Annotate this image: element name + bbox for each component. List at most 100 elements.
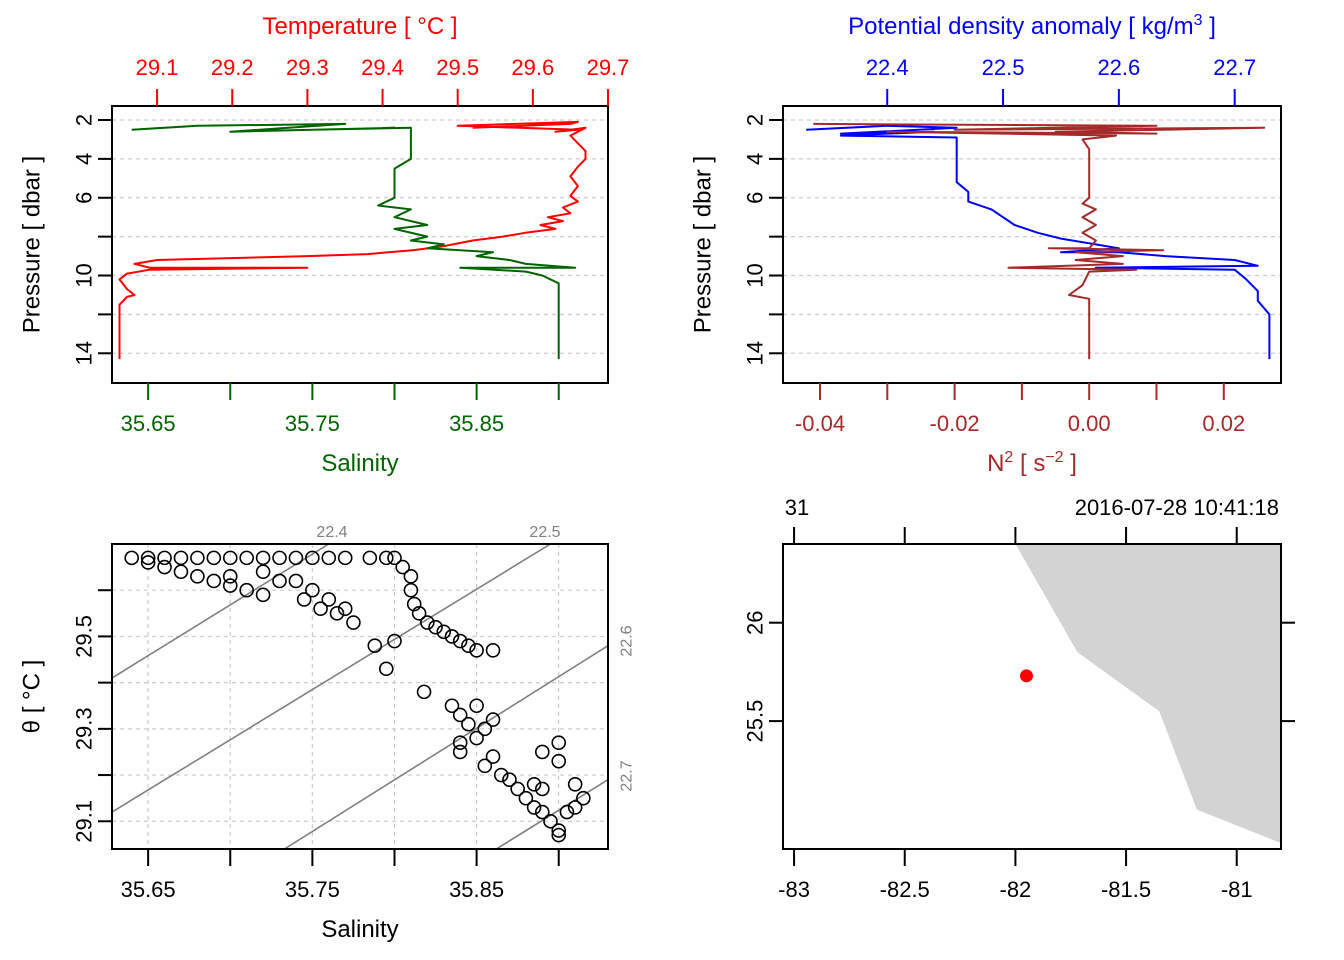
- data-point: [337, 550, 353, 566]
- data-point: [288, 550, 304, 566]
- data-point: [367, 638, 383, 653]
- x-tick-label: 35.75: [285, 411, 340, 436]
- data-point: [272, 550, 287, 566]
- data-point: [493, 767, 509, 783]
- y-axis-label: θ [ °C ]: [19, 660, 46, 734]
- y-tick-label: 6: [743, 192, 768, 204]
- data-point: [535, 781, 550, 797]
- data-point: [420, 615, 435, 630]
- y-tick-label: 29.3: [72, 707, 97, 750]
- station-number: 31: [785, 495, 809, 520]
- label-end: ]: [1203, 13, 1216, 40]
- isopycnal-label: 22.6: [619, 625, 636, 656]
- top-tick-label: 22.6: [1097, 55, 1140, 80]
- data-point: [239, 582, 254, 598]
- label-mid: [ s: [1013, 450, 1045, 477]
- y-tick-label: 29.5: [72, 615, 97, 658]
- x-tick-label: -81: [1221, 877, 1253, 902]
- data-point: [346, 615, 361, 630]
- isopycnal-line: [112, 544, 330, 679]
- data-point: [576, 790, 591, 806]
- data-point: [469, 642, 484, 658]
- top-tick-label: 29.6: [511, 55, 554, 80]
- top-tick-label: 29.1: [136, 55, 179, 80]
- x-tick-label: 35.85: [449, 877, 504, 902]
- top-tick-label: 29.5: [436, 55, 479, 80]
- isopycnal-line: [112, 544, 551, 813]
- data-point: [288, 573, 304, 589]
- x-tick-label: -82.5: [880, 877, 930, 902]
- data-point: [296, 592, 312, 607]
- data-point: [255, 550, 271, 566]
- isopycnal-line: [284, 644, 608, 849]
- data-point: [406, 596, 422, 612]
- top-tick-label: 29.7: [587, 55, 630, 80]
- data-point: [403, 569, 419, 584]
- x-tick-label: -0.04: [795, 411, 845, 436]
- panel-profile_TS: 2 4 6 10 14 29.1 29.2 29.3 29.4 29.5 29.6 29.7 35.65…: [19, 13, 630, 477]
- series-temperature: [118, 120, 587, 360]
- data-point: [567, 800, 583, 815]
- data-point: [124, 550, 140, 566]
- data-point: [387, 633, 402, 649]
- top-tick-label: 29.3: [286, 55, 329, 80]
- data-point: [321, 592, 337, 607]
- data-point: [485, 712, 501, 727]
- superscript: 2: [1004, 449, 1013, 466]
- plot-frame: [111, 105, 609, 384]
- top-tick-label: 29.4: [361, 55, 404, 80]
- top-axis-label: Potential density anomaly [ kg/m3 ]: [848, 12, 1216, 40]
- y-tick-label: 2: [743, 114, 768, 126]
- data-point: [329, 606, 345, 621]
- data-point: [551, 735, 567, 751]
- data-point: [452, 707, 468, 723]
- data-point: [477, 758, 493, 774]
- data-point: [206, 550, 222, 566]
- data-point: [551, 823, 567, 838]
- data-point: [206, 573, 222, 589]
- plot-frame: [782, 105, 1282, 384]
- data-point: [140, 550, 156, 566]
- data-point: [255, 564, 271, 580]
- station-datetime: 2016-07-28 10:41:18: [1075, 495, 1279, 520]
- data-point: [255, 587, 271, 603]
- y-tick-label: 4: [72, 153, 97, 165]
- scatter-points: [124, 550, 591, 843]
- data-point: [485, 749, 501, 764]
- data-point: [378, 661, 394, 677]
- top-tick-label: 29.2: [211, 55, 254, 80]
- data-point: [444, 698, 460, 714]
- x-tick-label: -83: [778, 877, 810, 902]
- bottom-axis-label: N2 [ s−2 ]: [987, 449, 1077, 477]
- isopycnals: [112, 544, 608, 849]
- x-tick-label: 0.00: [1068, 411, 1111, 436]
- data-point: [543, 813, 558, 829]
- top-tick-label: 22.5: [982, 55, 1025, 80]
- x-tick-label: 35.65: [121, 877, 176, 902]
- data-point: [140, 555, 156, 570]
- station-marker: [1019, 669, 1033, 683]
- top-tick-label: 22.7: [1213, 55, 1256, 80]
- isopycnal-label: 22.4: [316, 524, 347, 541]
- data-point: [567, 777, 583, 792]
- x-tick-label: 35.75: [285, 877, 340, 902]
- data-point: [518, 790, 534, 806]
- data-point: [305, 582, 320, 598]
- data-point: [452, 735, 468, 751]
- data-point: [428, 619, 443, 635]
- data-point: [551, 827, 567, 843]
- data-point: [477, 721, 493, 737]
- data-point: [337, 601, 353, 616]
- data-point: [313, 601, 328, 616]
- data-point: [416, 684, 432, 700]
- x-tick-label: -81.5: [1101, 877, 1151, 902]
- data-point: [222, 569, 238, 584]
- x-tick-label: 35.65: [121, 411, 176, 436]
- data-point: [535, 744, 550, 760]
- data-point: [173, 564, 189, 580]
- data-point: [502, 772, 517, 787]
- data-point: [157, 559, 172, 575]
- label-end: ]: [1064, 450, 1077, 477]
- isopycnal-label: 22.7: [619, 760, 636, 791]
